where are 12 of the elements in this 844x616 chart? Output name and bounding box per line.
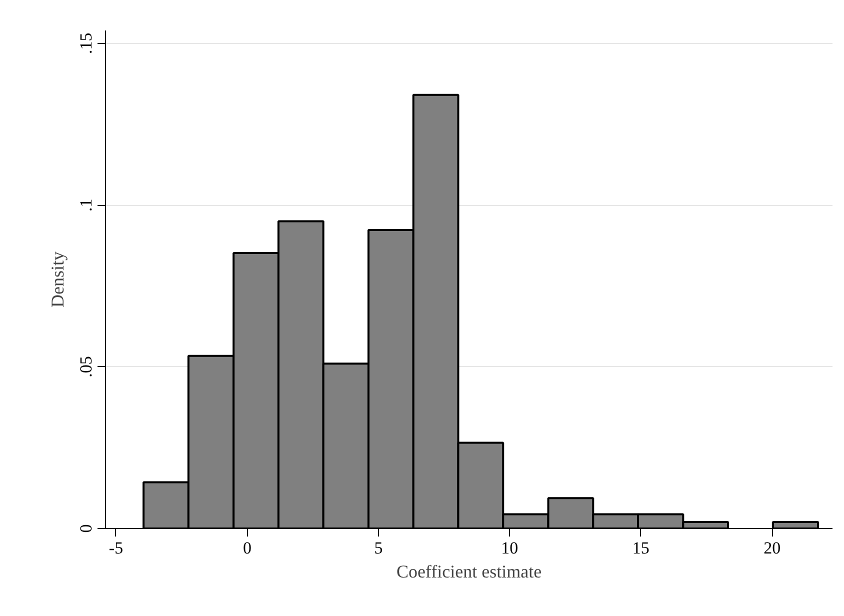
x-tick-label: 20 — [764, 538, 781, 558]
x-tick-label: 5 — [374, 538, 383, 558]
y-tick-label: 0 — [76, 524, 96, 533]
y-tick-label: .1 — [76, 198, 96, 212]
x-tick-label: 10 — [501, 538, 518, 558]
y-tick-label: .15 — [76, 32, 96, 54]
x-axis-title: Coefficient estimate — [396, 562, 542, 582]
x-tick-label: -5 — [108, 538, 124, 558]
y-axis-title: Density — [48, 252, 68, 308]
y-tick-label: .05 — [76, 356, 96, 378]
x-tick-label: 0 — [242, 538, 252, 558]
x-tick-label: 15 — [632, 538, 650, 558]
